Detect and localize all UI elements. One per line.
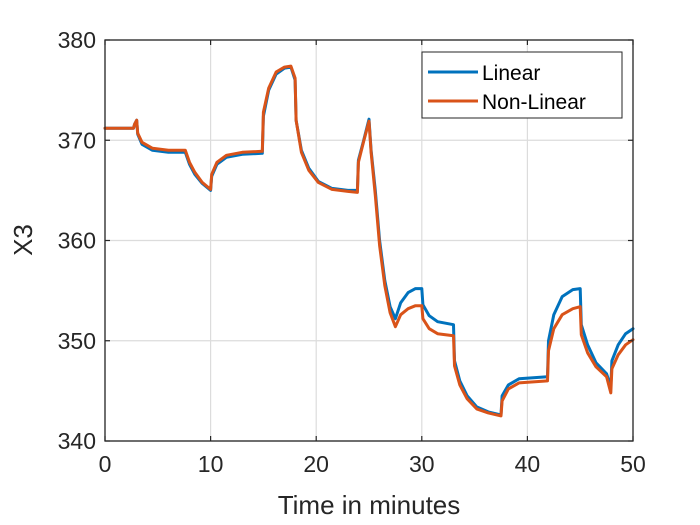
x-tick-label: 30 bbox=[409, 451, 435, 477]
x-tick-labels: 0 10 20 30 40 50 bbox=[99, 451, 646, 477]
y-axis-label: X3 bbox=[8, 224, 38, 256]
x-tick-label: 10 bbox=[198, 451, 224, 477]
legend-box bbox=[421, 51, 623, 119]
y-tick-labels: 340 350 360 370 380 bbox=[58, 27, 96, 454]
y-tick-label: 350 bbox=[58, 328, 96, 354]
x-tick-label: 20 bbox=[303, 451, 329, 477]
y-tick-label: 370 bbox=[58, 127, 96, 153]
x-tick-label: 40 bbox=[515, 451, 541, 477]
x-tick-label: 50 bbox=[620, 451, 646, 477]
axis-ticks bbox=[104, 39, 634, 442]
legend-label-non-linear: Non-Linear bbox=[482, 91, 586, 114]
legend: Linear Non-Linear bbox=[421, 51, 623, 119]
y-tick-label: 340 bbox=[58, 428, 96, 454]
series-line-non-linear bbox=[103, 64, 635, 418]
x-tick-label: 0 bbox=[99, 451, 112, 477]
x-axis-label: Time in minutes bbox=[278, 490, 461, 520]
series-lines bbox=[103, 64, 635, 418]
legend-label-linear: Linear bbox=[482, 62, 540, 85]
y-tick-label: 380 bbox=[58, 27, 96, 53]
y-tick-label: 360 bbox=[58, 228, 96, 254]
